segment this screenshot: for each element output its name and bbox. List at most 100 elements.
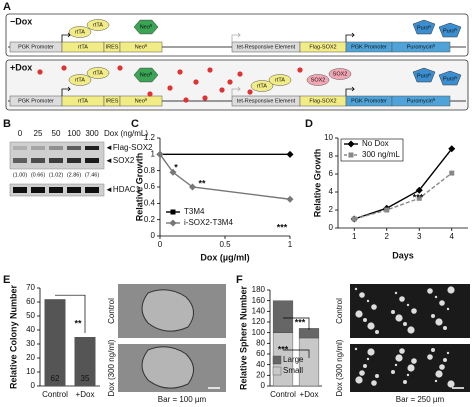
lane-label: 300: [85, 129, 99, 138]
marker: [416, 195, 422, 201]
sphere: [359, 292, 365, 298]
protein-label: rtTA: [275, 77, 285, 83]
band: [85, 146, 99, 150]
sphere: [399, 296, 405, 302]
y-tick-label: 20: [26, 353, 35, 362]
sphere: [446, 307, 450, 311]
doxycycline: [202, 95, 208, 101]
sphere: [435, 318, 443, 326]
legend-label: No Dox: [362, 139, 389, 148]
marker: [415, 186, 423, 194]
sphere: [431, 348, 435, 352]
y-tick-label: 8: [329, 151, 334, 160]
dna-label: rtTA: [78, 44, 88, 50]
doxycycline: [207, 67, 213, 73]
y-tick-label: 100: [252, 328, 266, 337]
sphere: [371, 380, 377, 386]
protein-label: Neoᴿ: [140, 71, 153, 78]
sphere: [367, 348, 375, 356]
x-tick-label: +Dox: [76, 390, 95, 399]
protein: [412, 67, 436, 83]
promoter-arrow: [231, 32, 241, 42]
y-tick-label: 80: [256, 338, 265, 347]
band-label: ◄Flag-SOX2: [105, 143, 153, 152]
sphere: [431, 314, 435, 318]
marker: [449, 170, 455, 176]
sphere: [355, 310, 363, 318]
dna-label: Flag-SOX2: [309, 98, 336, 104]
band: [85, 158, 99, 163]
y-axis-label: Relative Growth: [312, 149, 322, 218]
quantification: (0.66): [31, 172, 46, 178]
y-tick-label: 0: [31, 381, 36, 390]
scale-bar-label: Bar = 100 µm: [158, 395, 207, 404]
sphere: [411, 308, 417, 314]
sphere: [359, 370, 365, 376]
y-tick-label: 0: [261, 381, 266, 390]
sphere: [395, 314, 403, 322]
band: [31, 187, 45, 193]
dna-label: tet-Responsive Element: [237, 44, 296, 50]
sphere: [427, 288, 433, 294]
protein-label: Puroᴿ: [443, 75, 458, 82]
band: [31, 146, 45, 150]
bar-segment: [272, 300, 294, 333]
y-tick-label: 1: [151, 149, 156, 158]
significance-label: *: [174, 162, 178, 172]
doxycycline: [147, 91, 153, 97]
sphere: [427, 354, 433, 360]
protein-label: Puroᴿ: [417, 72, 432, 79]
image-label: Dox (300 ng/ml): [107, 339, 116, 396]
protein: [86, 67, 110, 79]
sphere: [391, 370, 395, 374]
legend-label: Small: [283, 366, 303, 375]
protein-label: Puroᴿ: [443, 27, 458, 34]
marker: [170, 209, 176, 215]
protein: [412, 19, 436, 35]
sphere: [399, 348, 405, 354]
marker: [169, 168, 177, 176]
bar: [74, 337, 96, 386]
condition-label: +Dox: [10, 62, 32, 72]
x-tick-label: 3: [417, 232, 422, 241]
protein-label: rtTA: [257, 83, 267, 89]
y-tick-label: 30: [26, 339, 35, 348]
marker: [156, 150, 164, 158]
band: [49, 146, 63, 150]
legend-label: T3M4: [184, 207, 205, 216]
protein-label: Neoᴿ: [140, 23, 153, 30]
x-tick-label: Control: [270, 390, 296, 399]
sphere: [434, 379, 438, 383]
x-tick-label: 1: [352, 232, 357, 241]
y-axis-label: Relative Growth: [134, 153, 144, 222]
significance-label: ***: [413, 192, 424, 202]
scale-bar-label: Bar = 250 µm: [396, 395, 445, 404]
dna-label: PGK Promoter: [18, 98, 54, 104]
y-axis-label: Relative Colony Number: [8, 284, 18, 389]
protein: [133, 67, 159, 83]
y-tick-label: 20: [256, 370, 265, 379]
y-tick-label: 50: [26, 311, 35, 320]
legend-swatch: [272, 366, 282, 376]
x-tick-label: 4: [450, 232, 455, 241]
band: [85, 187, 99, 193]
significance-label: **: [74, 318, 82, 328]
promoter-arrow: [61, 86, 71, 96]
dna-label: Puromycinᴿ: [407, 97, 436, 104]
sphere: [363, 318, 367, 322]
panel-label: F: [236, 274, 243, 286]
sphere: [394, 291, 398, 295]
band: [67, 158, 81, 163]
protein: [250, 80, 274, 92]
doxycycline: [183, 97, 189, 103]
y-tick-label: 0: [329, 223, 334, 232]
doxycycline: [61, 65, 67, 71]
protein-label: rtTA: [93, 70, 103, 76]
y-tick-label: 0.2: [144, 215, 156, 224]
quantification: (2.86): [67, 172, 82, 178]
sphere: [394, 363, 398, 367]
promoter-arrow: [231, 86, 241, 96]
series-line: [354, 148, 453, 220]
significance-label: ***: [295, 317, 306, 327]
dna-label: Puromycinᴿ: [407, 43, 436, 50]
